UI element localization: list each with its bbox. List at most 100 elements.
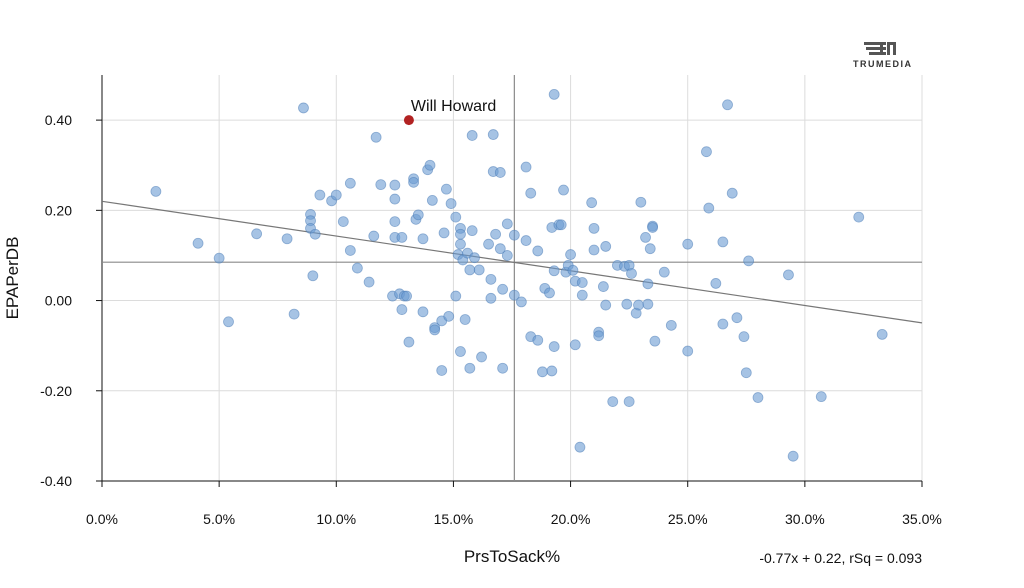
data-point (288, 308, 300, 320)
data-point (853, 211, 865, 223)
data-point (548, 88, 560, 100)
data-point (576, 289, 588, 301)
data-point (466, 130, 478, 141)
data-point (703, 202, 715, 214)
data-point (743, 255, 755, 267)
data-point (455, 346, 466, 357)
highlight-point (403, 115, 414, 126)
x-tick-label: 35.0% (902, 511, 942, 527)
data-point (497, 283, 509, 295)
highlight-group: Will Howard (403, 98, 496, 126)
data-point (351, 262, 363, 274)
data-point (192, 237, 204, 249)
data-point (537, 366, 548, 378)
trumedia-logo-icon (864, 42, 896, 55)
reference-lines (101, 75, 923, 481)
data-point (876, 328, 888, 340)
y-tick-label: -0.40 (40, 473, 72, 489)
data-point (717, 236, 729, 248)
data-point (642, 278, 654, 290)
data-point (621, 298, 633, 310)
data-point (337, 216, 349, 228)
data-point (223, 316, 234, 328)
data-point (515, 296, 527, 308)
x-tick-label: 5.0% (203, 511, 235, 527)
data-point (783, 269, 794, 281)
data-point (396, 304, 408, 315)
data-point (588, 222, 600, 234)
data-point (593, 330, 605, 342)
data-point (494, 167, 506, 178)
data-point (307, 270, 319, 282)
data-point (412, 209, 424, 221)
data-point (658, 266, 670, 278)
data-point (520, 161, 532, 173)
data-point (487, 129, 499, 140)
data-point (251, 228, 263, 240)
data-point (389, 216, 401, 228)
data-point (424, 159, 436, 171)
data-point (438, 227, 450, 239)
data-point (508, 289, 520, 301)
data-point (607, 396, 619, 408)
data-point (682, 345, 694, 357)
data-point (455, 228, 466, 240)
data-point (548, 265, 560, 277)
trumedia-logo-text: TRUMEDIA (853, 59, 913, 69)
x-tick-label: 30.0% (785, 511, 825, 527)
data-point (298, 102, 309, 114)
x-tick-label: 10.0% (316, 511, 356, 527)
data-point (483, 238, 494, 250)
data-point (440, 183, 452, 195)
data-point (501, 250, 513, 261)
data-point (649, 335, 661, 347)
data-points (150, 88, 888, 462)
data-point (576, 277, 588, 288)
data-point (389, 179, 401, 191)
data-point (623, 396, 635, 408)
data-point (368, 230, 380, 242)
data-point (363, 276, 375, 288)
y-tick-label: 0.20 (45, 202, 72, 218)
data-point (466, 225, 478, 237)
x-tick-label: 0.0% (86, 511, 118, 527)
data-point (396, 231, 408, 243)
data-point (525, 187, 537, 199)
grid-lines (102, 75, 923, 481)
data-point (544, 287, 555, 299)
data-point (600, 299, 612, 311)
trendline (101, 200, 923, 324)
data-point (752, 392, 764, 403)
axes: 0.0% 5.0% 10.0% 15.0% 20.0% 25.0% 30.0% 35.0% 0.… (40, 75, 942, 527)
data-point (600, 241, 612, 252)
data-point (740, 367, 752, 379)
data-point (494, 243, 506, 255)
y-tick-label: 0.00 (45, 293, 72, 309)
data-point (309, 228, 321, 240)
data-point (429, 324, 441, 336)
highlight-label: Will Howard (411, 98, 496, 115)
data-point (150, 185, 162, 197)
data-point (464, 264, 476, 276)
data-point (586, 197, 598, 209)
data-point (450, 290, 462, 302)
data-point (330, 189, 342, 201)
data-point (567, 264, 579, 276)
data-point (408, 176, 420, 188)
data-point (450, 211, 462, 223)
x-tick-label: 20.0% (551, 511, 591, 527)
data-point (532, 245, 544, 257)
trumedia-logo: TRUMEDIA (853, 42, 913, 69)
data-point (473, 264, 485, 276)
data-point (569, 339, 581, 351)
y-tick-label: 0.40 (45, 112, 72, 128)
data-point (401, 290, 412, 302)
x-tick-label: 15.0% (434, 511, 474, 527)
data-point (436, 365, 448, 376)
data-point (344, 245, 356, 256)
data-point (213, 252, 225, 264)
x-tick-label: 25.0% (668, 511, 708, 527)
data-point (443, 310, 455, 322)
data-point (574, 441, 586, 453)
